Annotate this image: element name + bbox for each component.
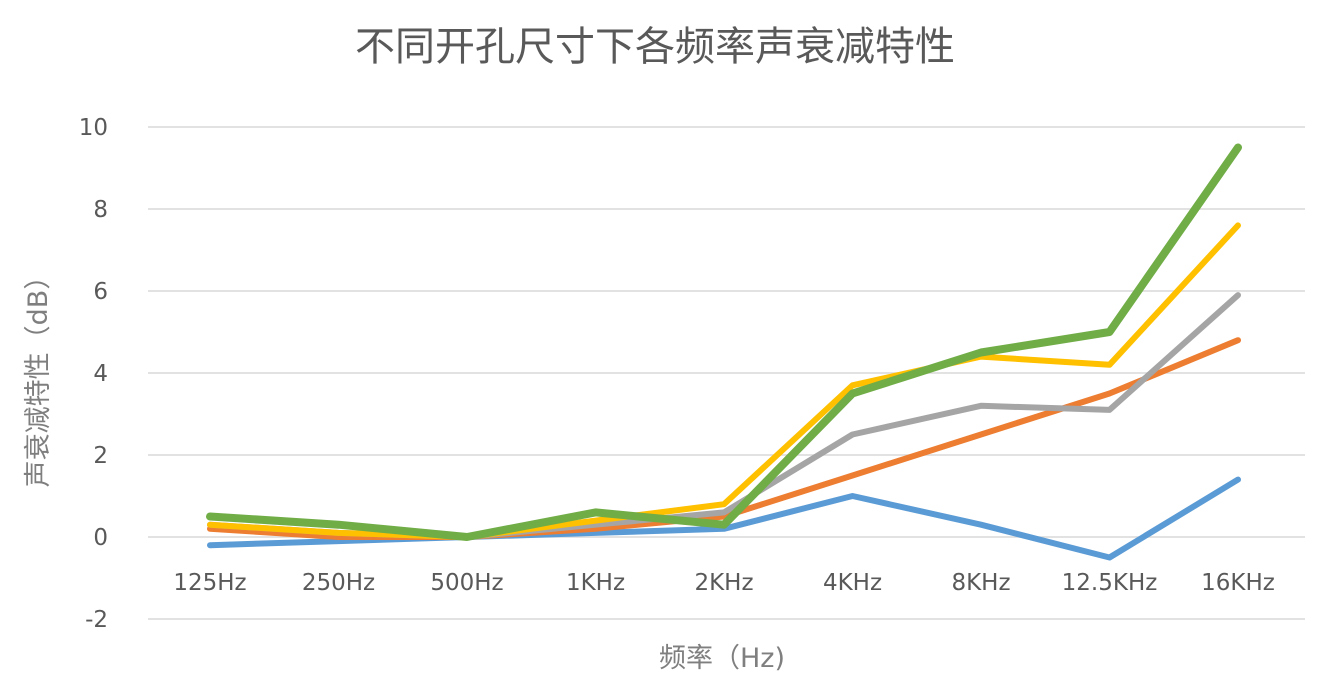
y-tick-label: 10 (79, 115, 108, 141)
x-axis-ticks: 125Hz 250Hz 500Hz 1KHz 2KHz 4KHz 8KHz 12.5KHz 16… (173, 570, 1275, 596)
series-line-2 (207, 337, 1241, 540)
series-line-5 (206, 143, 1242, 541)
x-tick-label: 1KHz (566, 570, 625, 596)
x-tick-label: 8KHz (951, 570, 1010, 596)
x-tick-label: 2KHz (694, 570, 753, 596)
y-axis-ticks: -2 0 2 4 6 8 10 (79, 115, 108, 633)
series-lines (206, 143, 1242, 561)
y-tick-label: 6 (93, 279, 108, 305)
x-tick-label: 125Hz (173, 570, 246, 596)
y-tick-label: 4 (93, 361, 108, 387)
x-tick-label: 500Hz (430, 570, 503, 596)
y-tick-label: 8 (93, 197, 108, 223)
x-tick-label: 4KHz (823, 570, 882, 596)
series-line-4 (207, 222, 1241, 540)
chart-title: 不同开孔尺寸下各频率声衰减特性 (355, 24, 955, 70)
y-tick-label: 2 (93, 443, 108, 469)
x-tick-label: 12.5KHz (1062, 570, 1158, 596)
y-tick-label: -2 (85, 607, 108, 633)
y-axis-title: 声衰减特性（dB） (23, 263, 54, 488)
x-tick-label: 16KHz (1201, 570, 1275, 596)
y-tick-label: 0 (93, 525, 108, 551)
x-axis-title: 频率（Hz) (659, 643, 785, 674)
x-tick-label: 250Hz (302, 570, 375, 596)
